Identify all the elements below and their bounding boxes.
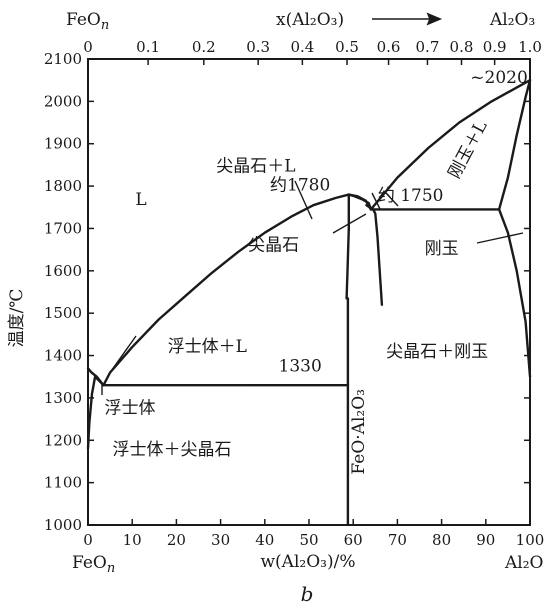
y-tick-label: 1300 — [44, 389, 82, 407]
top-tick-label: 0.5 — [335, 38, 359, 56]
x-tick-label: 50 — [299, 531, 318, 549]
region-label: 浮士体＋L — [168, 337, 247, 357]
top-tick-label: 0.2 — [192, 38, 216, 56]
top-tick-label: 0.8 — [450, 38, 474, 56]
x-tick-label: 70 — [388, 531, 407, 549]
region-label: 浮士体 — [104, 399, 155, 419]
x-tick-label: 80 — [432, 531, 451, 549]
y-tick-label: 1400 — [44, 347, 82, 365]
y-tick-label: 1800 — [44, 177, 82, 195]
top-axis-title: x(Al₂O₃) — [276, 10, 344, 30]
top-axis: 0 0.1 0.2 0.3 0.4 0.5 0.6 0.7 0.8 0.9 1.0 — [83, 38, 542, 65]
y-tick-label: 1100 — [44, 474, 82, 492]
x-tick-label: 30 — [211, 531, 230, 549]
panel-label: b — [301, 582, 314, 606]
left-axis: 1000 1100 1200 1300 1400 1500 1600 1700 1800 1900… — [44, 50, 530, 534]
x-tick-label: 60 — [344, 531, 363, 549]
x-tick-label: 40 — [255, 531, 274, 549]
top-tick-label: 0.6 — [377, 38, 401, 56]
top-right-end-label: Al₂O₃ — [489, 10, 535, 30]
x-tick-label: 0 — [83, 531, 93, 549]
top-tick-label: 0.9 — [483, 38, 507, 56]
leader-line — [476, 232, 524, 244]
region-label: 尖晶石＋L — [216, 156, 295, 176]
y-axis-label: 温度/℃ — [7, 289, 27, 348]
phase-boundary-line — [347, 193, 373, 211]
bottom-left-end-label: FeOn — [72, 553, 115, 576]
top-tick-label: 1.0 — [518, 38, 542, 56]
x-tick-label: 10 — [123, 531, 142, 549]
x-tick-label: 90 — [476, 531, 495, 549]
region-label: ~2020 — [470, 68, 528, 88]
y-tick-label: 1500 — [44, 304, 82, 322]
y-tick-label: 2100 — [44, 50, 82, 68]
phase-boundary-line — [369, 79, 532, 211]
y-tick-label: 2000 — [44, 92, 82, 110]
x-tick-label: 100 — [516, 531, 545, 549]
leader-line — [371, 192, 381, 210]
top-tick-label: 0.1 — [136, 38, 160, 56]
top-tick-label: 0.4 — [290, 38, 314, 56]
bottom-axis: 0 10 20 30 40 50 60 70 80 90 100 — [83, 519, 544, 549]
leader-line — [108, 335, 137, 375]
bottom-right-end-label: Al₂O — [504, 553, 543, 573]
region-label: 1330 — [279, 357, 322, 377]
phase-boundary-line — [345, 193, 350, 300]
region-label: 约 1750 — [378, 186, 444, 206]
leader-lines — [101, 180, 524, 395]
region-label: FeO·Al₂O₃ — [349, 389, 369, 475]
phase-boundary-line — [497, 208, 532, 378]
region-label: 尖晶石＋刚玉 — [386, 342, 488, 362]
leader-line — [385, 192, 399, 207]
top-tick-label: 0 — [83, 38, 93, 56]
top-tick-label: 0.3 — [246, 38, 270, 56]
y-tick-label: 1600 — [44, 262, 82, 280]
region-label: 刚玉 — [425, 239, 459, 259]
y-tick-label: 1700 — [44, 219, 82, 237]
y-tick-label: 1200 — [44, 431, 82, 449]
region-label: 浮士体＋尖晶石 — [112, 440, 231, 460]
direction-arrow — [372, 12, 443, 26]
region-label: 尖晶石 — [248, 235, 299, 255]
phase-boundaries — [86, 79, 532, 527]
leader-line — [332, 213, 367, 234]
x-tick-label: 20 — [167, 531, 186, 549]
x-axis-label: w(Al₂O₃)/% — [261, 552, 356, 572]
top-left-end-label: FeOn — [66, 10, 109, 33]
phase-boundary-line — [86, 375, 105, 450]
phase-boundary-line — [102, 193, 350, 387]
leader-line — [294, 180, 313, 220]
region-label: L — [135, 190, 146, 210]
region-label: 约1780 — [270, 175, 330, 195]
phase-boundary-line — [497, 79, 532, 211]
y-tick-label: 1900 — [44, 135, 82, 153]
y-tick-label: 1000 — [44, 516, 82, 534]
top-tick-label: 0.7 — [416, 38, 440, 56]
